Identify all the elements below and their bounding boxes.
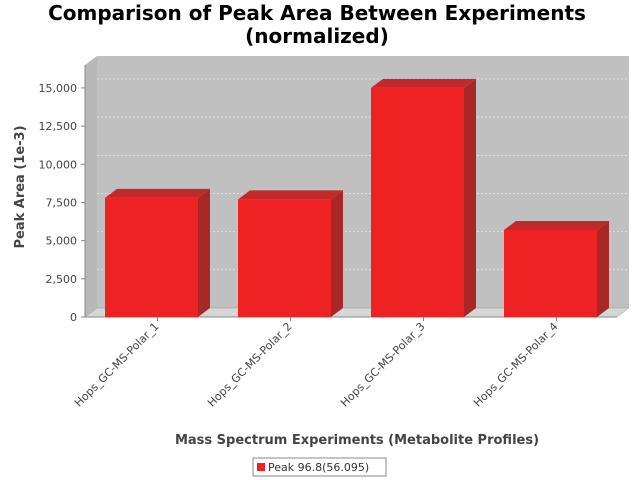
x-tick-label: Hops_GC-MS-Polar_1 [72,320,162,410]
bar-top [371,78,476,88]
y-tick-label: 2,500 [46,273,78,286]
plot-left-wall [85,56,97,317]
bar [105,197,198,317]
y-tick-label: 12,500 [39,120,78,133]
y-axis-title: Peak Area (1e-3) [13,125,28,248]
legend-box [252,457,387,477]
x-tick-label: Hops_GC-MS-Polar_2 [205,320,295,410]
chart-title-line-1: Comparison of Peak Area Between Experime… [48,1,586,25]
bar-side [198,188,210,317]
chart-title-line-2: (normalized) [245,24,389,48]
legend-swatch [257,463,265,471]
plot-area: 0 2,500 5,000 7,500 10,000 12,500 15,000 Hops_G… [39,56,630,409]
bar-side [331,190,343,317]
bar [371,87,464,317]
y-tick-label: 5,000 [46,235,78,248]
y-tick-label: 10,000 [39,158,78,171]
bar-top [238,190,343,200]
bar-side [597,220,609,317]
bar-top [504,220,609,230]
y-tick-label: 15,000 [39,82,78,95]
x-tick-label: Hops_GC-MS-Polar_3 [338,320,428,410]
y-tick-label: 7,500 [46,196,78,209]
legend-label: Peak 96.8(56.095) [268,461,369,474]
bar-top [105,188,210,198]
bar [504,229,597,317]
x-axis-title: Mass Spectrum Experiments (Metabolite Pr… [175,433,539,448]
y-tick-label: 0 [70,311,77,324]
bar [238,199,331,317]
legend: Peak 96.8(56.095) [252,457,387,477]
x-tick-label: Hops_GC-MS-Polar_4 [471,320,561,410]
bar-side [464,78,476,317]
